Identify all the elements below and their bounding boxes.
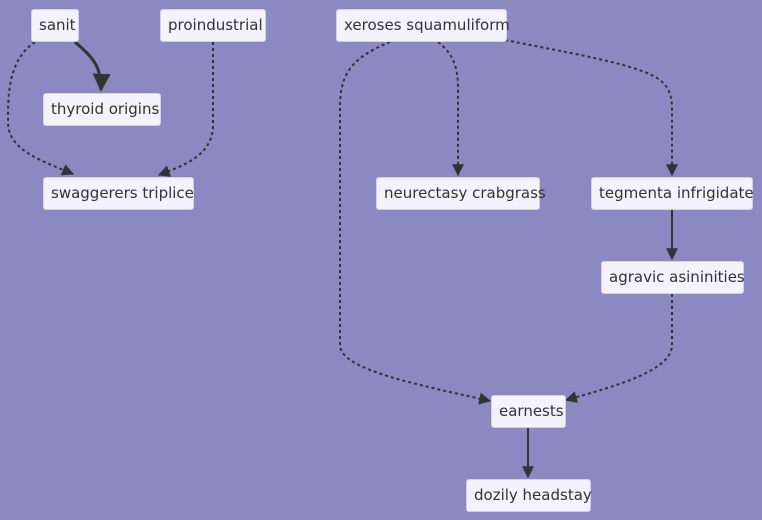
node-neurectasy-crabgrass[interactable]: neurectasy crabgrass <box>376 177 546 210</box>
node-swaggerers-triplice[interactable]: swaggerers triplice <box>43 177 194 210</box>
node-dozily-headstay[interactable]: dozily headstay <box>466 479 592 512</box>
node-label: dozily headstay <box>474 486 592 504</box>
node-thyroid-origins[interactable]: thyroid origins <box>43 93 161 126</box>
edge-sanit-thyroid-origins <box>74 40 111 92</box>
node-label: swaggerers triplice <box>51 184 194 202</box>
node-label: proindustrial <box>168 16 263 34</box>
node-label: sanit <box>39 16 76 34</box>
edge-xeroses-earnests <box>339 41 492 405</box>
node-proindustrial[interactable]: proindustrial <box>160 9 266 42</box>
node-label: tegmenta infrigidate <box>599 184 754 202</box>
edge-xeroses-neurectasy <box>437 41 464 177</box>
node-xeroses-squamuliform[interactable]: xeroses squamuliform <box>336 9 510 42</box>
node-earnests[interactable]: earnests <box>491 395 566 428</box>
edge-sanit-swaggerers-triplice <box>6 41 75 176</box>
node-sanit[interactable]: sanit <box>31 9 79 42</box>
node-agravic-asininities[interactable]: agravic asininities <box>601 261 745 294</box>
edge-xeroses-tegmenta <box>504 39 678 177</box>
node-label: earnests <box>499 402 564 420</box>
node-label: xeroses squamuliform <box>344 16 510 34</box>
node-label: thyroid origins <box>51 100 160 118</box>
edge-agravic-earnests <box>564 294 673 403</box>
node-label: neurectasy crabgrass <box>384 184 546 202</box>
node-tegmenta-infrigidate[interactable]: tegmenta infrigidate <box>591 177 754 210</box>
node-label: agravic asininities <box>609 268 745 286</box>
edge-proindustrial-swaggerers-triplice <box>157 42 214 177</box>
